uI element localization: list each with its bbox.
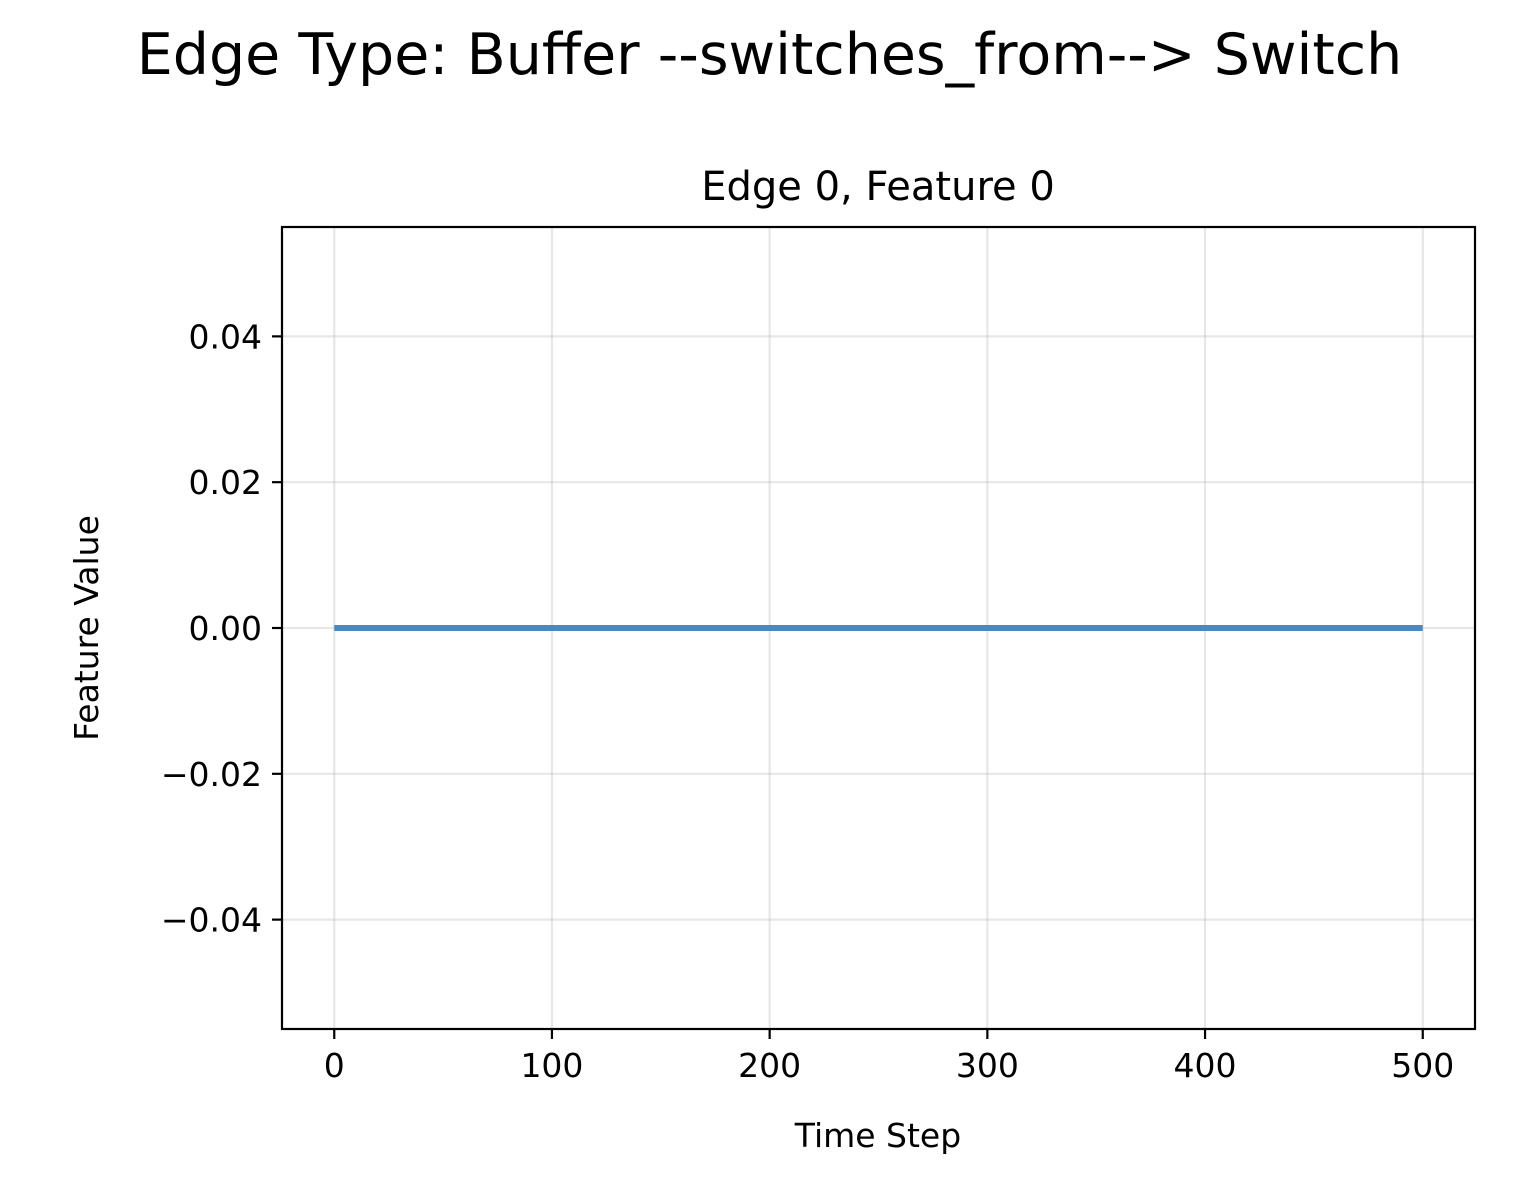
y-tick-label: −0.04 — [161, 901, 262, 940]
axis-ticks: 0 100 200 300 400 500 −0.04 −0.02 0.00 0.02 0.04 — [161, 317, 1454, 1085]
figure-suptitle: Edge Type: Buffer --switches_from--> Swi… — [136, 22, 1403, 88]
y-tick-label: 0.00 — [189, 609, 262, 648]
x-tick-label: 500 — [1391, 1046, 1454, 1085]
y-tick-label: 0.02 — [189, 463, 262, 502]
x-tick-label: 300 — [956, 1046, 1019, 1085]
y-tick-label: 0.04 — [189, 317, 262, 356]
y-axis-title: Feature Value — [67, 515, 106, 741]
x-tick-label: 400 — [1174, 1046, 1237, 1085]
x-tick-label: 0 — [324, 1046, 345, 1085]
x-axis-title: Time Step — [794, 1116, 961, 1155]
x-tick-label: 200 — [738, 1046, 801, 1085]
y-tick-label: −0.02 — [161, 755, 262, 794]
x-tick-label: 100 — [520, 1046, 583, 1085]
chart-title: Edge 0, Feature 0 — [701, 164, 1055, 210]
